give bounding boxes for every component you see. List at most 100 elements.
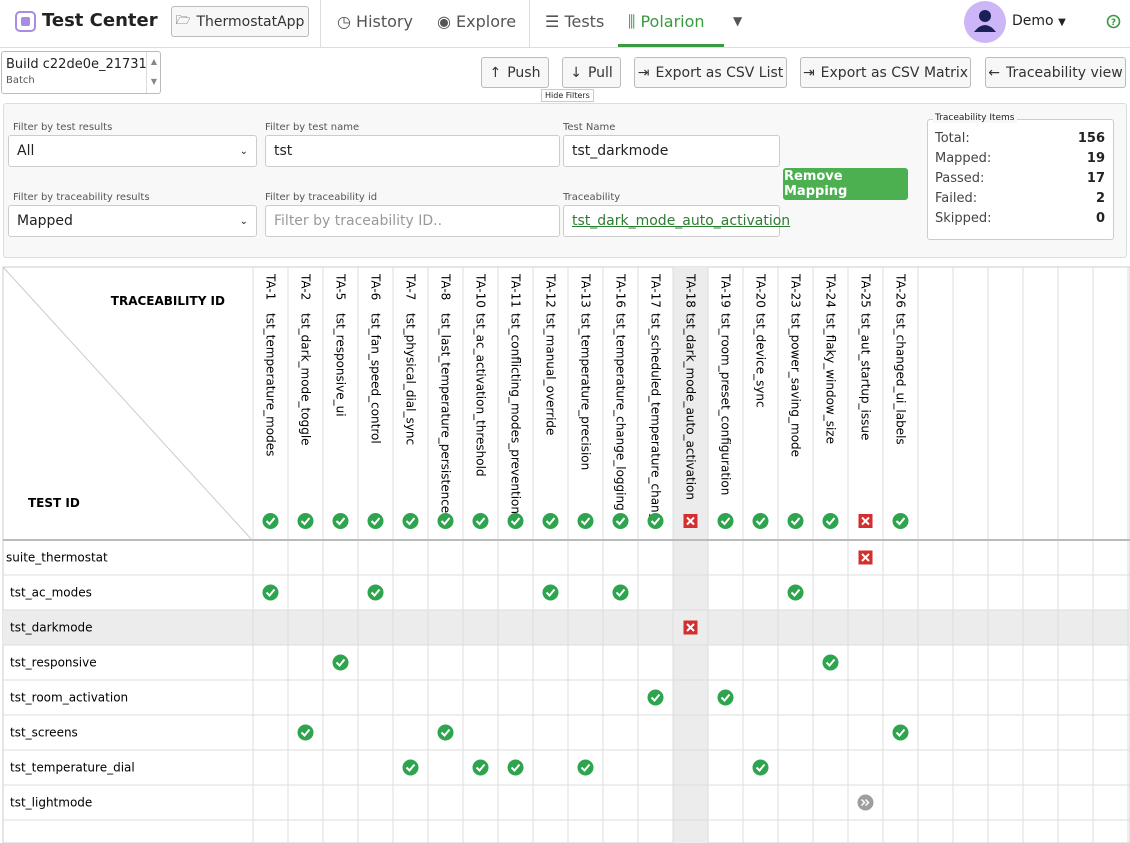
check bbox=[405, 763, 416, 772]
tooltip[interactable]: Hide Filters bbox=[541, 89, 594, 102]
pass-icon bbox=[367, 584, 384, 601]
pass-icon bbox=[822, 654, 839, 671]
check bbox=[755, 517, 766, 526]
link-text: tst_dark_mode_auto_activation bbox=[572, 213, 791, 229]
pull-button[interactable]: ↓ Pull bbox=[562, 57, 621, 88]
cross bbox=[686, 516, 695, 526]
check bbox=[440, 728, 451, 737]
trace-name: tst_dark_mode_auto_activation bbox=[684, 313, 698, 500]
column-status bbox=[297, 513, 314, 529]
project-name: ThermostatApp bbox=[196, 13, 305, 30]
summary-box bbox=[927, 119, 1114, 240]
trace-name: tst_aut_startup_issue bbox=[859, 313, 873, 440]
summary-label: Passed: bbox=[935, 171, 985, 186]
project-button[interactable]: 🗁 ThermostatApp bbox=[171, 6, 309, 37]
check bbox=[440, 517, 451, 526]
column-status bbox=[577, 513, 594, 529]
check bbox=[790, 588, 801, 597]
avatar[interactable] bbox=[963, 0, 1007, 44]
traceability-view-button[interactable]: ← Traceability view bbox=[985, 57, 1126, 88]
user-menu[interactable]: Demo ▼ bbox=[1012, 13, 1066, 29]
fail-icon bbox=[683, 514, 698, 528]
cell-status bbox=[367, 584, 384, 601]
trace-name: tst_ac_activation_threshold bbox=[474, 313, 488, 477]
nav-explore[interactable]: ◉ Explore bbox=[437, 12, 517, 31]
nav-history[interactable]: ◷ History bbox=[337, 12, 413, 31]
input-value: tst_darkmode bbox=[572, 143, 669, 159]
trace-id: TA-17 bbox=[649, 273, 663, 308]
cell-status bbox=[683, 620, 698, 635]
check bbox=[790, 517, 801, 526]
test-id: suite_thermostat bbox=[6, 551, 108, 565]
check bbox=[650, 693, 661, 702]
push-button[interactable]: ↑ Push bbox=[481, 57, 549, 88]
selected-column bbox=[673, 267, 708, 843]
test-name-field[interactable]: tst_darkmode bbox=[563, 135, 780, 167]
trace-id: TA-18 bbox=[684, 273, 698, 308]
nav-tests[interactable]: ☰ Tests bbox=[545, 12, 605, 31]
nav-label: Explore bbox=[456, 12, 517, 31]
column-status bbox=[262, 513, 279, 529]
check bbox=[300, 517, 311, 526]
nav-polarion[interactable]: ⫼ Polarion bbox=[628, 12, 705, 31]
cell-status bbox=[822, 654, 839, 671]
summary-title: Traceability Items bbox=[933, 113, 1017, 123]
trace-name: tst_flaky_window_size bbox=[824, 313, 838, 444]
check bbox=[615, 588, 626, 597]
test-id: tst_lightmode bbox=[10, 796, 92, 810]
summary-value: 17 bbox=[1086, 171, 1105, 186]
build-type: Batch bbox=[6, 75, 35, 86]
button-label: Push bbox=[507, 64, 541, 81]
filter-label: Filter by traceability results bbox=[13, 192, 150, 203]
trace-name: tst_physical_dial_sync bbox=[404, 313, 418, 445]
input-placeholder: Filter by traceability ID.. bbox=[274, 213, 443, 229]
column-status bbox=[367, 513, 384, 529]
export-list-button[interactable]: ⇥ Export as CSV List bbox=[634, 57, 787, 88]
pass-icon bbox=[892, 724, 909, 741]
more-caret[interactable]: ▼ bbox=[733, 14, 743, 28]
select-value: Mapped bbox=[17, 213, 73, 229]
check bbox=[265, 517, 276, 526]
pass-icon bbox=[367, 513, 384, 529]
trace-name: tst_dark_mode_toggle bbox=[299, 313, 313, 446]
check bbox=[895, 517, 906, 526]
column-status bbox=[752, 513, 769, 529]
trace-id: TA-11 bbox=[509, 273, 523, 308]
pass-icon bbox=[332, 513, 349, 529]
help-icon[interactable]: ? bbox=[1106, 14, 1121, 29]
check bbox=[405, 517, 416, 526]
check bbox=[650, 517, 661, 526]
pass-icon bbox=[752, 759, 769, 776]
test-id: tst_room_activation bbox=[10, 691, 128, 705]
pass-icon bbox=[297, 513, 314, 529]
trace-name: tst_last_temperature_persistence bbox=[439, 313, 453, 513]
trace-name: tst_changed_ui_labels bbox=[894, 313, 908, 445]
trace-results-select[interactable]: Mapped ⌄ bbox=[8, 205, 257, 237]
input-value: tst bbox=[274, 143, 293, 159]
cell-status bbox=[647, 689, 664, 706]
check bbox=[510, 763, 521, 772]
cell-status bbox=[717, 689, 734, 706]
build-select[interactable]: Build c22de0e_21731 Batch ▲ ▼ bbox=[1, 51, 161, 94]
trace-id-input[interactable]: Filter by traceability ID.. bbox=[265, 205, 560, 237]
trace-id: TA-2 bbox=[299, 273, 313, 300]
remove-mapping-button[interactable]: Remove Mapping bbox=[783, 168, 908, 200]
trace-id: TA-1 bbox=[264, 273, 278, 300]
check bbox=[580, 763, 591, 772]
pass-icon bbox=[402, 759, 419, 776]
test-name-input[interactable]: tst bbox=[265, 135, 560, 167]
corner-diagonal bbox=[2, 266, 253, 541]
summary-label: Total: bbox=[935, 131, 970, 146]
export-matrix-button[interactable]: ⇥ Export as CSV Matrix bbox=[800, 57, 971, 88]
svg-text:?: ? bbox=[1111, 18, 1116, 28]
check bbox=[370, 517, 381, 526]
cross bbox=[686, 623, 695, 632]
cell-status bbox=[472, 759, 489, 776]
check bbox=[335, 658, 346, 667]
cell-status bbox=[507, 759, 524, 776]
traceability-link[interactable]: tst_dark_mode_auto_activation bbox=[563, 205, 790, 237]
button-label: Export as CSV Matrix bbox=[820, 64, 969, 81]
test-results-select[interactable]: All ⌄ bbox=[8, 135, 257, 167]
pass-icon bbox=[507, 759, 524, 776]
